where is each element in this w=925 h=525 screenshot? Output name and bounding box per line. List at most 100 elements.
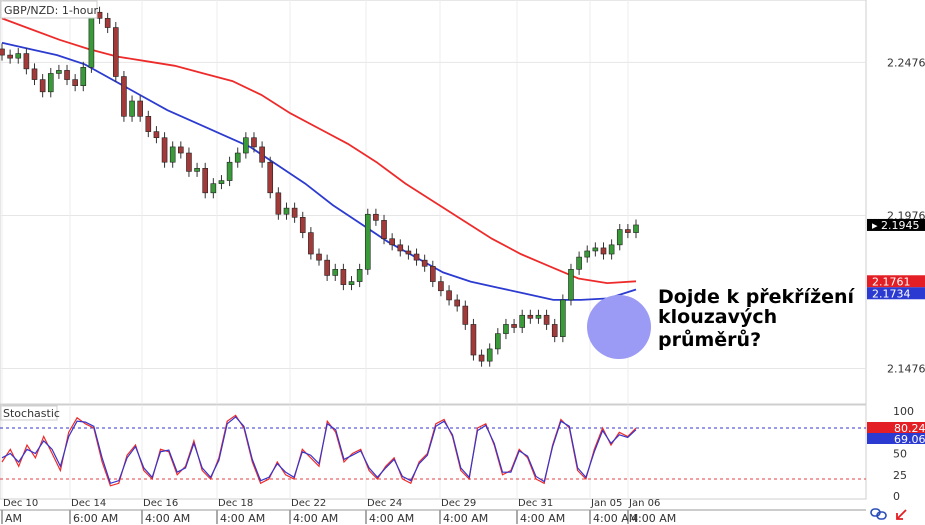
candle-body <box>560 299 566 337</box>
candle-body <box>551 324 558 337</box>
candle-body <box>511 324 517 328</box>
candle-body <box>405 250 412 255</box>
candle-body <box>31 68 38 80</box>
main-grid <box>0 0 866 404</box>
candle-body <box>356 269 363 282</box>
candle-body <box>470 324 477 356</box>
annotation-line-1: Dojde k překřížení <box>658 286 856 308</box>
stochastic-label-box <box>0 405 58 421</box>
price-tick-label: 2.2476 <box>887 56 925 69</box>
candle-body <box>340 269 347 285</box>
price-badge-value: ▸ 2.1945 <box>872 219 920 232</box>
price-badge <box>867 218 925 231</box>
date-tick-label: Dec 10 <box>3 498 38 509</box>
candle-body <box>324 259 330 276</box>
stochastic-grid <box>0 405 866 499</box>
time-tick-label: 4:00 AM <box>520 512 565 525</box>
time-tick-label: 4:00 AM <box>293 512 338 525</box>
candle-body <box>527 314 534 319</box>
moving-averages <box>1 17 637 301</box>
candle-body <box>462 305 469 325</box>
candle-body <box>194 168 200 172</box>
candle-body <box>56 70 62 74</box>
candle-body <box>291 207 298 218</box>
crossover-highlight-circle <box>587 295 651 359</box>
date-tick-label: Dec 24 <box>367 498 402 509</box>
date-tick-label: Dec 16 <box>143 498 178 509</box>
candle-body <box>576 256 582 270</box>
time-tick-label: 4:00 AM <box>369 512 414 525</box>
candle-body <box>0 48 5 56</box>
candle-body <box>332 269 339 276</box>
candle-body <box>616 229 623 246</box>
candle-body <box>72 79 78 86</box>
candle-body <box>308 232 314 255</box>
date-tick-label: Jan 05 <box>590 498 622 509</box>
time-tick-label: 4:00 AM <box>631 512 676 525</box>
time-tick-label: 4:00 AM <box>220 512 265 525</box>
time-tick-label: 6:00 AM <box>73 512 118 525</box>
candle-body <box>316 253 322 261</box>
candle-body <box>478 354 485 362</box>
candle-body <box>486 348 493 362</box>
annotation-line-3: průměrů? <box>658 328 761 351</box>
candle-body <box>251 137 257 148</box>
date-tick-label: Dec 22 <box>291 498 326 509</box>
candle-body <box>121 76 127 117</box>
candle-body <box>413 253 420 261</box>
stochastic-panel <box>0 404 867 500</box>
candle-body <box>600 247 607 255</box>
candle-body <box>186 152 192 172</box>
candle-body <box>153 131 160 139</box>
candle-body <box>503 324 509 334</box>
candle-body <box>15 53 22 59</box>
candle-body <box>373 213 379 221</box>
stochastic-badge <box>867 433 925 444</box>
stochastic-line <box>1 416 637 485</box>
stochastic-label: Stochastic <box>3 407 60 420</box>
candle-body <box>348 281 355 285</box>
candle-body <box>633 224 639 233</box>
candle-body <box>234 152 241 163</box>
time-tick-label: AM <box>5 512 22 525</box>
candle-body <box>226 161 233 181</box>
stochastic-badge-value: 80.24 <box>894 422 925 435</box>
candle-body <box>283 207 290 215</box>
candle-body <box>584 250 591 258</box>
candle-body <box>7 54 13 59</box>
candle-body <box>129 100 135 117</box>
date-tick-label: Dec 31 <box>518 498 553 509</box>
candle-body <box>275 192 282 215</box>
stochastic-tick-label: 25 <box>893 469 907 482</box>
price-badge-value: 2.1734 <box>872 287 911 300</box>
date-tick-label: Jan 06 <box>628 498 660 509</box>
stochastic-line <box>1 414 637 487</box>
annotation-line-2: klouzavých <box>658 306 777 328</box>
candle-body <box>421 259 428 267</box>
candle-body <box>608 244 615 255</box>
candle-body <box>218 180 225 184</box>
link-icon[interactable] <box>870 508 887 520</box>
moving-average-line <box>1 41 637 301</box>
collapse-arrow-icon[interactable] <box>896 509 907 520</box>
candle-body <box>104 18 111 28</box>
price-badge-value: 2.1761 <box>872 275 911 288</box>
stochastic-tick-label: 50 <box>893 448 907 461</box>
candle-body <box>446 290 452 301</box>
candle-body <box>495 333 501 350</box>
candle-body <box>178 146 184 154</box>
candle-body <box>47 73 54 93</box>
candle-body <box>429 265 436 282</box>
candle-body <box>202 168 209 194</box>
candle-body <box>438 281 444 292</box>
candle-body <box>364 213 371 270</box>
candle-body <box>169 146 176 163</box>
time-tick-label: 4:00 AM <box>145 512 190 525</box>
date-tick-label: Dec 29 <box>441 498 476 509</box>
candle-body <box>145 116 152 132</box>
candle-body <box>568 269 574 301</box>
candle-body <box>267 161 274 194</box>
candle-body <box>397 244 404 252</box>
